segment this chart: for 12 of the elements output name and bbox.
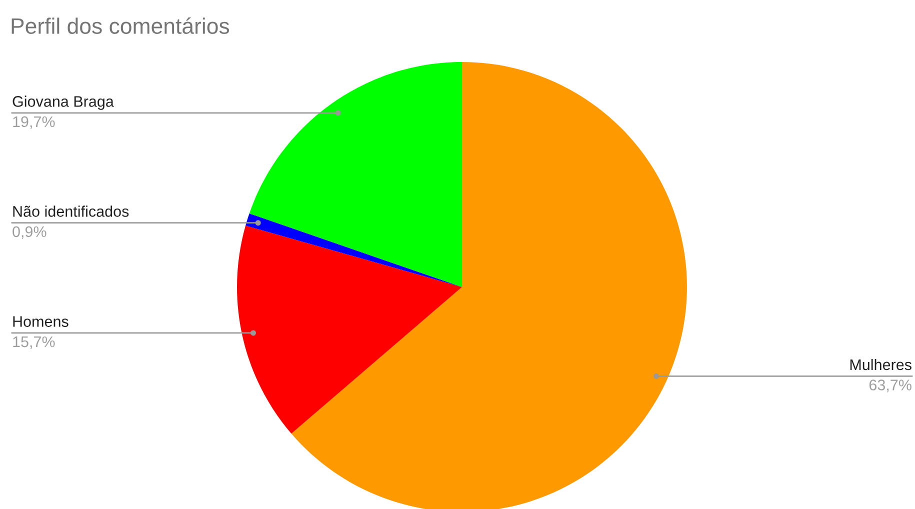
data-label: 0,9% <box>12 226 46 239</box>
data-label: 15,7% <box>13 336 55 349</box>
chart-title: Perfil dos comentários <box>12 17 230 34</box>
slice-label: Homens <box>13 316 68 327</box>
data-label: 19,7% <box>13 116 55 129</box>
slice-label: Mulheres <box>850 358 912 370</box>
slice-label: Giovana Braga <box>12 96 114 110</box>
pie-slice <box>246 213 462 287</box>
slice-label: Não identificados <box>13 206 129 217</box>
pie-slice <box>237 226 462 434</box>
pie-slice <box>249 62 462 287</box>
data-label: 63,7% <box>869 380 912 392</box>
